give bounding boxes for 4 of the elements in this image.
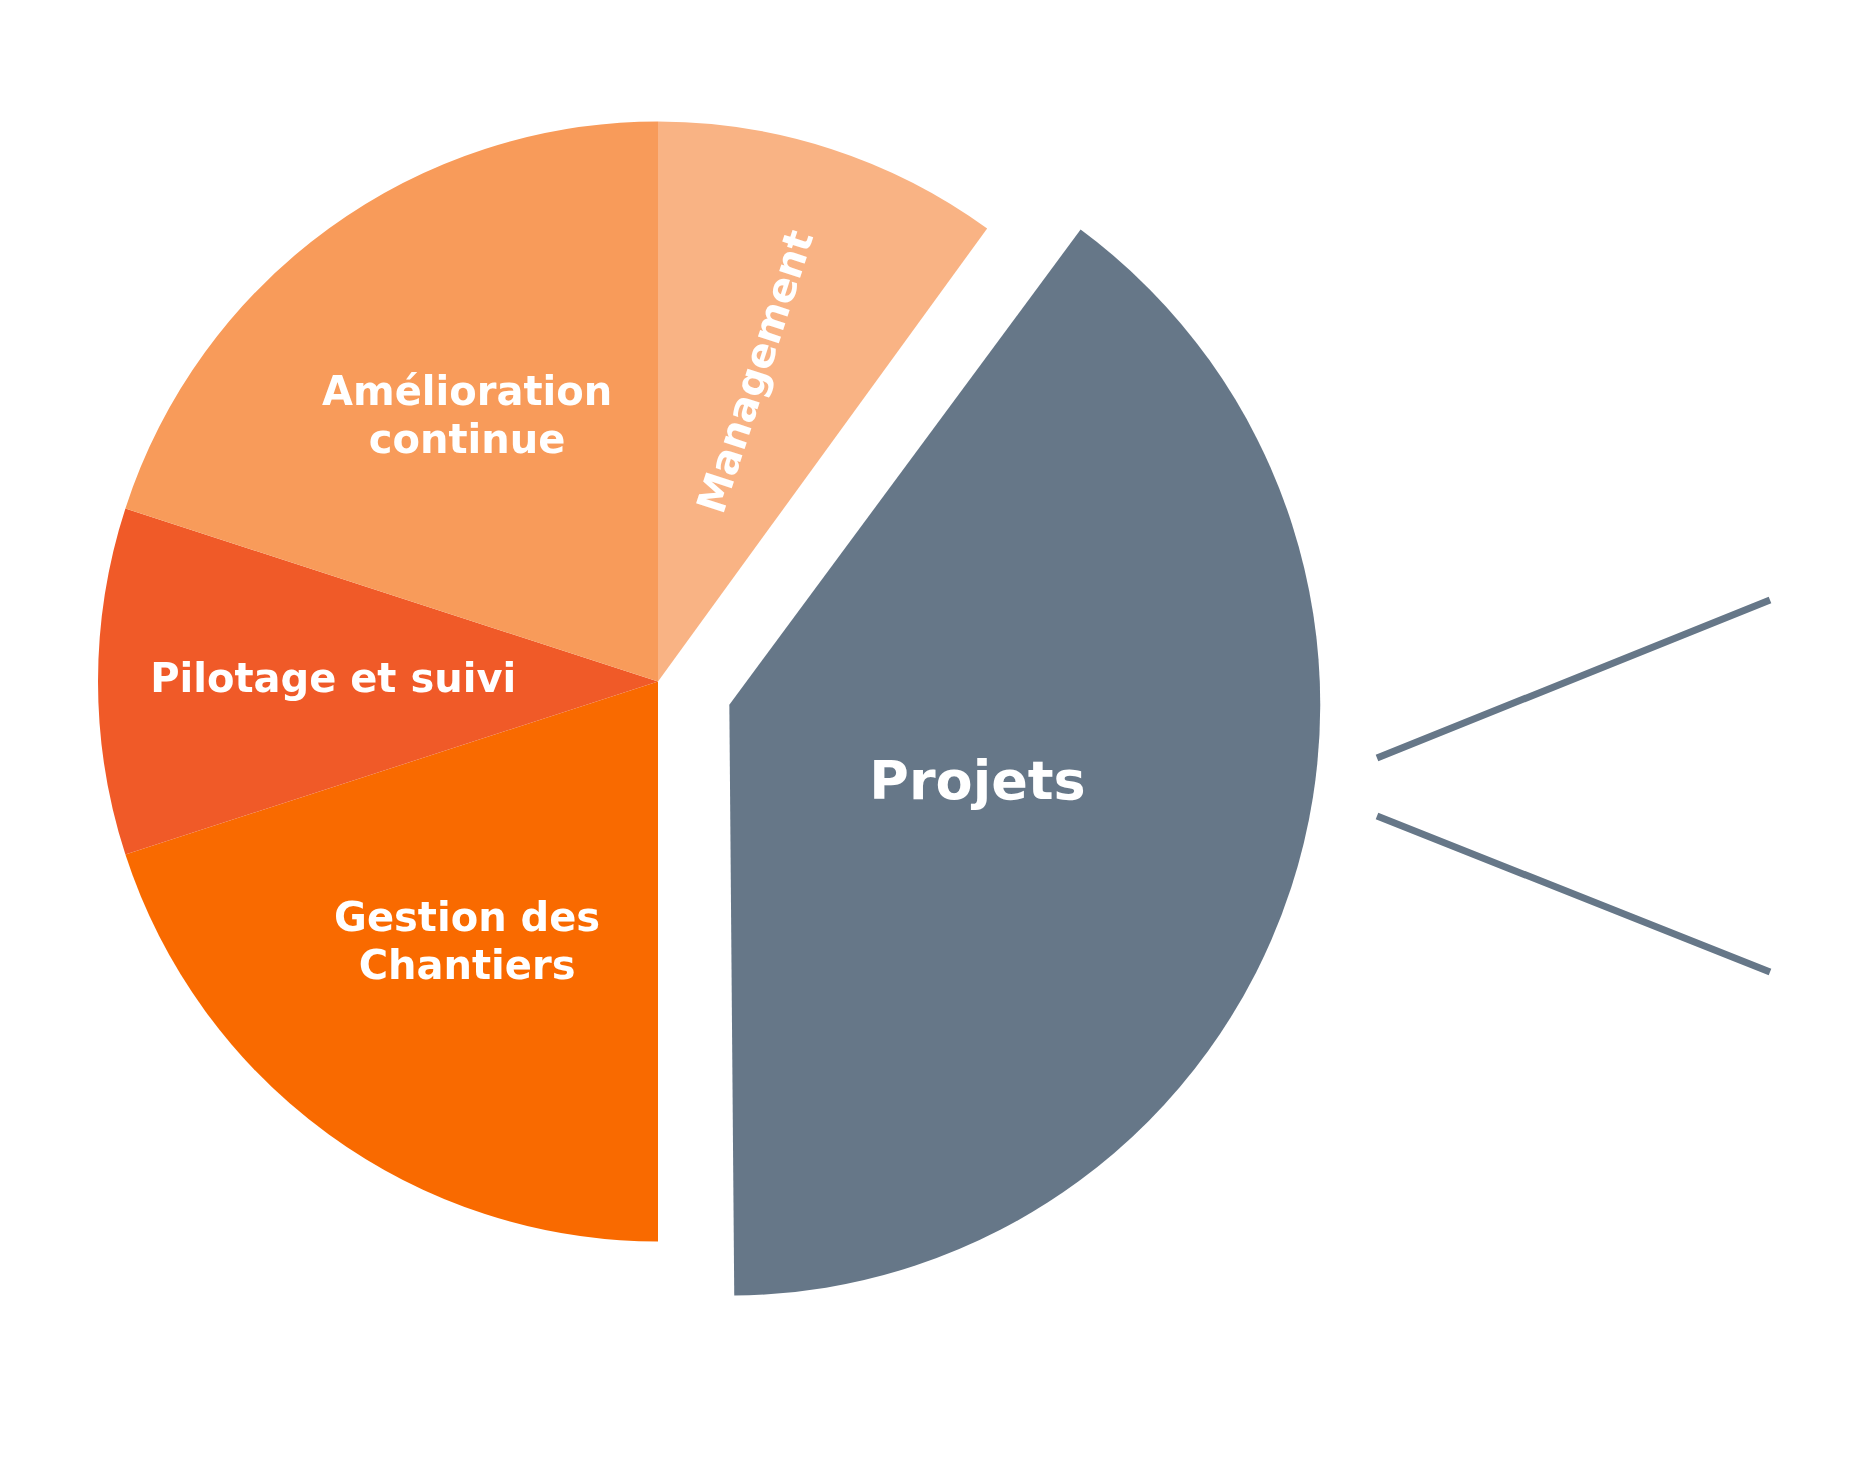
slice-label: Amélioration continue bbox=[321, 368, 613, 463]
slice-label: Projets bbox=[869, 749, 1086, 813]
slice-label: Gestion des Chantiers bbox=[334, 893, 601, 988]
slice-label: Pilotage et suivi bbox=[150, 654, 517, 701]
